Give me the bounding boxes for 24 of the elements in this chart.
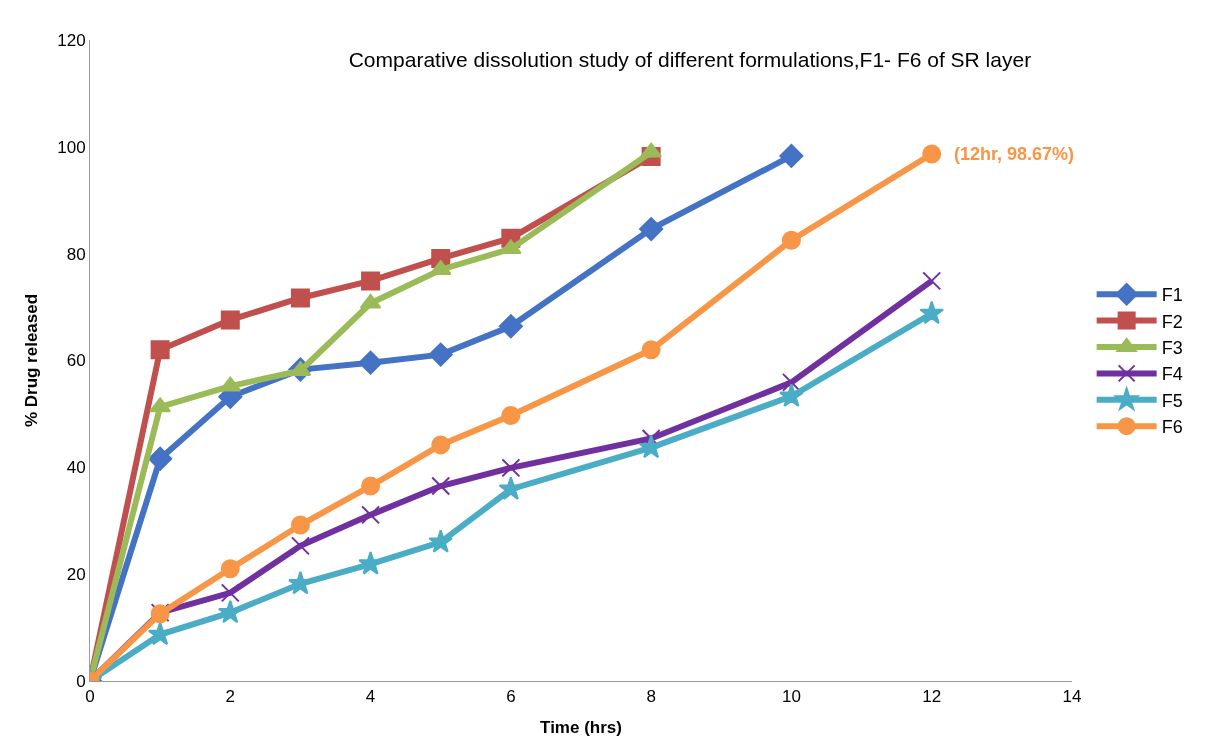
y-tick-label: 100 — [57, 137, 86, 157]
y-tick-label: 60 — [66, 351, 86, 371]
y-tick-label: 40 — [66, 458, 86, 478]
legend-label: F1 — [1161, 285, 1183, 306]
y-axis-title: % Drug released — [21, 293, 41, 428]
legend-label: F3 — [1161, 338, 1183, 359]
y-tick-label: 80 — [66, 244, 86, 264]
x-tick-label: 10 — [781, 687, 801, 707]
y-tick-label: 120 — [57, 30, 86, 50]
legend-label: F6 — [1161, 417, 1183, 438]
y-tick-label: 20 — [66, 565, 86, 585]
x-axis-title: Time (hrs) — [540, 717, 622, 737]
legend-label: F5 — [1161, 390, 1183, 411]
x-tick-label: 6 — [506, 687, 516, 707]
x-tick-label: 8 — [646, 687, 656, 707]
legend-label: F4 — [1161, 364, 1183, 385]
annotation: (12hr, 98.67%) — [954, 144, 1075, 164]
x-tick-label: 12 — [922, 687, 942, 707]
y-tick-label: 0 — [76, 671, 86, 691]
legend-label: F2 — [1161, 311, 1183, 332]
x-tick-label: 2 — [225, 687, 236, 707]
x-tick-label: 14 — [1062, 687, 1082, 707]
x-tick-label: 4 — [365, 687, 376, 707]
chart-title: Comparative dissolution study of different formulations,F1- F6 of SR layer — [348, 48, 1032, 72]
